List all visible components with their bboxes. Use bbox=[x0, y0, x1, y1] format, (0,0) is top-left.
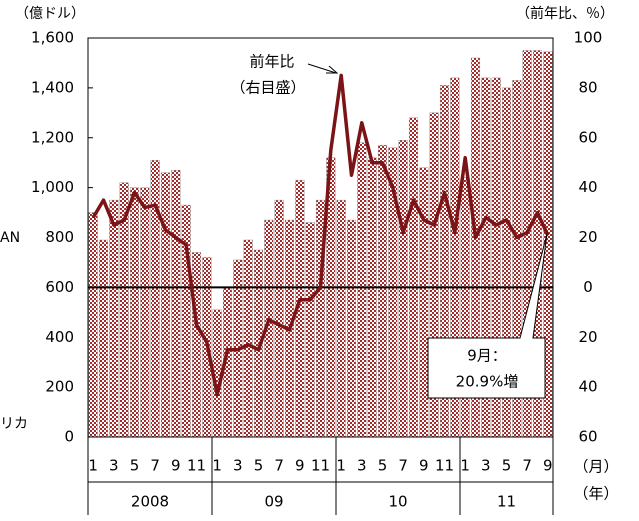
bar bbox=[408, 117, 419, 438]
x-tick-label: 7 bbox=[274, 457, 284, 475]
y2-tick-label: 80 bbox=[578, 78, 597, 96]
bar bbox=[274, 199, 284, 438]
bar bbox=[129, 187, 140, 438]
x-tick-label: 9 bbox=[295, 457, 305, 475]
y2-tick-label: 20 bbox=[578, 328, 597, 346]
x-tick-label: 5 bbox=[130, 457, 140, 475]
x-tick-label: 3 bbox=[481, 457, 491, 475]
y-tick-label: 200 bbox=[45, 378, 74, 396]
bar bbox=[140, 187, 150, 438]
x-tick-label: 9 bbox=[543, 457, 553, 475]
callout-text: 20.9%増 bbox=[456, 373, 519, 391]
y-tick-label: 1,200 bbox=[31, 128, 74, 146]
y2-tick-label: 40 bbox=[578, 378, 597, 396]
x-tick-label: 3 bbox=[233, 457, 243, 475]
bar bbox=[160, 172, 171, 438]
bar bbox=[171, 169, 181, 438]
bar bbox=[398, 140, 408, 438]
y2-tick-label: 100 bbox=[574, 29, 603, 47]
y-tick-label: 1,000 bbox=[31, 178, 74, 196]
line-annotation: （右目盛） bbox=[230, 79, 305, 97]
bar bbox=[181, 204, 191, 438]
x-tick-label: 9 bbox=[171, 457, 181, 475]
bar bbox=[243, 239, 253, 438]
x-tick-label: 3 bbox=[357, 457, 367, 475]
x-tick-label: 5 bbox=[254, 457, 264, 475]
x-group-label: 11 bbox=[497, 493, 516, 511]
y2-tick-label: 60 bbox=[578, 128, 597, 146]
line bbox=[91, 73, 550, 397]
x-group-label: 09 bbox=[264, 493, 283, 511]
clipped-text: リカ bbox=[0, 416, 28, 432]
line-annotation: 前年比 bbox=[249, 53, 294, 71]
bar bbox=[346, 219, 357, 438]
x-tick-label: 11 bbox=[187, 457, 206, 475]
x-tick-label: 9 bbox=[419, 457, 429, 475]
x-unit-label: （月） bbox=[573, 458, 618, 476]
y2-tick-label: 0 bbox=[583, 278, 593, 296]
bar bbox=[305, 222, 315, 438]
x-group-unit-label: （年） bbox=[573, 485, 618, 503]
plot-frame bbox=[87, 37, 554, 438]
x-tick-label: 5 bbox=[378, 457, 388, 475]
y-tick-label: 400 bbox=[45, 328, 74, 346]
x-group-label: 10 bbox=[388, 493, 407, 511]
x-tick-label: 1 bbox=[212, 457, 222, 475]
bar bbox=[98, 239, 109, 438]
y-tick-label: 1,400 bbox=[31, 78, 74, 96]
bar bbox=[109, 199, 119, 438]
y-tick-label: 600 bbox=[45, 278, 74, 296]
clipped-text: AN bbox=[0, 230, 20, 246]
x-group-label: 2008 bbox=[131, 493, 169, 511]
bar bbox=[377, 145, 388, 438]
callout-box bbox=[427, 233, 548, 399]
x-tick-label: 1 bbox=[88, 457, 98, 475]
x-tick-label: 11 bbox=[311, 457, 330, 475]
annotation-arrowhead bbox=[326, 65, 339, 74]
y2-tick-label: 40 bbox=[578, 178, 597, 196]
bar bbox=[191, 252, 202, 438]
x-tick-label: 7 bbox=[398, 457, 408, 475]
x-tick-label: 5 bbox=[502, 457, 512, 475]
y2-tick-label: 20 bbox=[578, 228, 597, 246]
x-tick-label: 11 bbox=[435, 457, 454, 475]
bar bbox=[419, 167, 429, 438]
bar bbox=[336, 199, 346, 438]
x-tick-label: 1 bbox=[460, 457, 470, 475]
callout-text: 9月： bbox=[467, 347, 507, 365]
x-tick-label: 1 bbox=[336, 457, 346, 475]
y-tick-label: 800 bbox=[45, 228, 74, 246]
y2-axis-label: （前年比、％） bbox=[516, 5, 614, 22]
bar bbox=[88, 212, 98, 438]
bar bbox=[367, 157, 377, 438]
y2-tick-label: 60 bbox=[578, 428, 597, 446]
bar bbox=[150, 159, 160, 438]
x-tick-label: 7 bbox=[150, 457, 160, 475]
x-tick-label: 7 bbox=[522, 457, 532, 475]
y-tick-label: 1,600 bbox=[31, 29, 74, 47]
bar bbox=[357, 142, 367, 438]
y-tick-label: 0 bbox=[64, 428, 74, 446]
x-tick-label: 3 bbox=[109, 457, 119, 475]
annotation-arrow bbox=[307, 63, 337, 74]
y-axis-label: （億ドル） bbox=[15, 6, 85, 22]
